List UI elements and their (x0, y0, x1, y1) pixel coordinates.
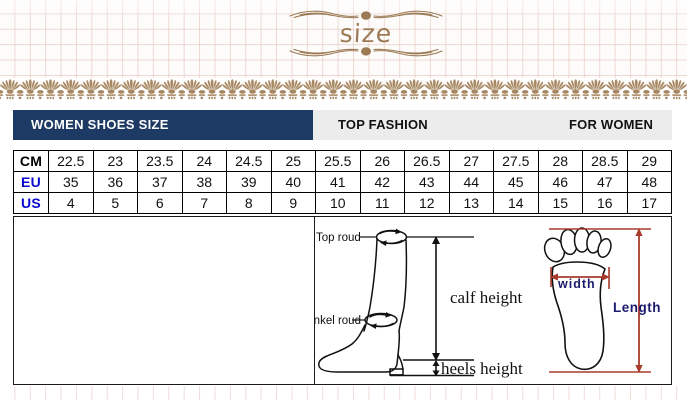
cell-us-8: 12 (404, 192, 450, 214)
measurement-diagram-panel: Top roud Ankel roud calf height heels he… (13, 216, 672, 385)
arrow-head (602, 273, 610, 281)
cell-cm-4: 24.5 (226, 150, 272, 172)
table-row: CM 22.5 23 23.5 24 24.5 25 25.5 26 26.5 … (13, 150, 672, 172)
label-heels-height: heels height (441, 359, 523, 378)
cell-us-12: 16 (582, 192, 628, 214)
arrow-head (550, 273, 558, 281)
arrow-head (370, 323, 377, 329)
cell-cm-11: 28 (537, 150, 583, 172)
cell-eu-9: 44 (448, 171, 494, 193)
cell-us-4: 8 (226, 192, 272, 214)
cell-cm-6: 25.5 (315, 150, 361, 172)
cell-cm-9: 27 (448, 150, 494, 172)
cell-eu-8: 43 (404, 171, 450, 193)
arrow-head (635, 365, 643, 373)
cell-eu-4: 39 (226, 171, 272, 193)
chart-header-bar: WOMEN SHOES SIZE TOP FASHION FOR WOMEN (13, 110, 672, 140)
cell-us-7: 11 (359, 192, 405, 214)
panel-divider (314, 217, 315, 384)
flourish-top-icon (289, 10, 443, 20)
cell-us-13: 17 (626, 192, 672, 214)
cell-us-2: 6 (137, 192, 183, 214)
bottom-ruler-strip (0, 386, 687, 400)
arrow-head (395, 228, 402, 235)
cell-eu-10: 45 (493, 171, 539, 193)
cell-cm-10: 27.5 (493, 150, 539, 172)
header-bar-navy-block (13, 110, 313, 140)
size-conversion-table: CM 22.5 23 23.5 24 24.5 25 25.5 26 26.5 … (13, 150, 672, 214)
cell-us-0: 4 (48, 192, 94, 214)
cell-us-1: 5 (92, 192, 138, 214)
cell-cm-12: 28.5 (582, 150, 628, 172)
size-title-block: size (286, 8, 446, 74)
row-label-eu: EU (13, 171, 49, 193)
label-foot-length: Length (613, 300, 661, 315)
label-calf-height: calf height (450, 288, 522, 307)
row-label-us: US (13, 192, 49, 214)
row-label-cm: CM (13, 150, 49, 172)
flourish-bottom-icon (289, 47, 443, 57)
boot-measurement-figure: Top roud Ankel roud calf height heels he… (314, 217, 529, 384)
right-margin-fill (672, 101, 687, 386)
arrow-head (380, 240, 387, 246)
foot-diagram-icon: width Length (543, 227, 661, 373)
arrow-head (432, 370, 440, 377)
header-label-top-fashion: TOP FASHION (338, 117, 428, 132)
cell-eu-6: 41 (315, 171, 361, 193)
cell-eu-1: 36 (92, 171, 138, 193)
header-label-for-women: FOR WOMEN (569, 117, 654, 132)
arrow-head (432, 360, 440, 366)
cell-eu-0: 35 (48, 171, 94, 193)
cell-cm-7: 26 (359, 150, 405, 172)
cell-us-10: 14 (493, 192, 539, 214)
cell-cm-13: 29 (626, 150, 672, 172)
table-row: US 4 5 6 7 8 9 10 11 12 13 14 15 16 17 (13, 192, 672, 214)
cell-us-6: 10 (315, 192, 361, 214)
label-top-roud: Top roud (316, 232, 361, 244)
header-title-women-shoes-size: WOMEN SHOES SIZE (31, 117, 169, 132)
arrow-head (385, 312, 392, 318)
boot-diagram-icon: Top roud Ankel roud calf height heels he… (314, 228, 523, 378)
ornamental-band (0, 78, 687, 101)
cell-us-9: 13 (448, 192, 494, 214)
cell-eu-5: 40 (270, 171, 316, 193)
arrow-head (432, 236, 440, 244)
arrow-head (432, 353, 440, 361)
cell-eu-12: 47 (582, 171, 628, 193)
label-foot-width: width (557, 277, 596, 291)
cell-eu-13: 48 (626, 171, 672, 193)
cell-eu-2: 37 (137, 171, 183, 193)
label-ankel-roud: Ankel roud (314, 315, 361, 327)
cell-cm-5: 25 (270, 150, 316, 172)
size-title-text: size (339, 19, 394, 48)
cell-us-5: 9 (270, 192, 316, 214)
palmette-pattern-icon (0, 78, 687, 101)
cell-cm-8: 26.5 (404, 150, 450, 172)
cell-us-3: 7 (181, 192, 227, 214)
cell-cm-3: 24 (181, 150, 227, 172)
cell-cm-0: 22.5 (48, 150, 94, 172)
foot-measurement-figure: width Length (529, 217, 671, 384)
table-row: EU 35 36 37 38 39 40 41 42 43 44 45 46 4… (13, 171, 672, 193)
cell-eu-3: 38 (181, 171, 227, 193)
cell-eu-11: 46 (537, 171, 583, 193)
cell-cm-2: 23.5 (137, 150, 183, 172)
cell-eu-7: 42 (359, 171, 405, 193)
arrow-head (635, 228, 643, 236)
cell-cm-1: 23 (92, 150, 138, 172)
cell-us-11: 15 (537, 192, 583, 214)
